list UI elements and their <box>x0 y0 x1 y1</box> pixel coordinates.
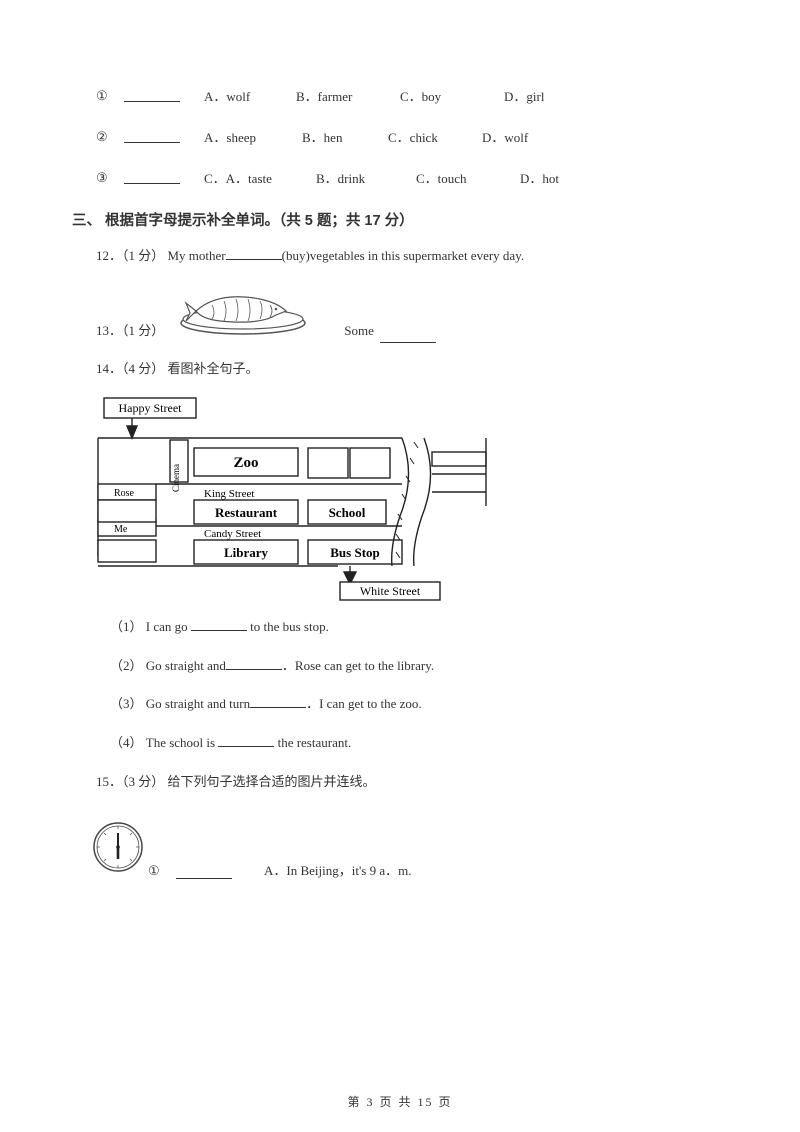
mc-option[interactable]: B．drink <box>316 168 416 187</box>
q14-sub-text-b: the restaurant. <box>274 735 351 750</box>
q14-sub-1: （1） I can go to the bus stop. <box>110 615 728 640</box>
q12-suffix: (buy)vegetables in this supermarket ever… <box>282 248 524 263</box>
mc-option[interactable]: A．sheep <box>204 127 302 146</box>
mc-option[interactable]: C．boy <box>400 86 504 105</box>
svg-text:Happy Street: Happy Street <box>119 401 183 415</box>
mc-option[interactable]: A．wolf <box>204 86 296 105</box>
q14-sub-blank[interactable] <box>226 657 282 670</box>
mc-option[interactable]: D．hot <box>520 168 600 187</box>
svg-text:White Street: White Street <box>360 584 421 598</box>
mc-option[interactable]: D．girl <box>504 86 584 105</box>
svg-text:Restaurant: Restaurant <box>215 505 278 520</box>
mc-option[interactable]: C．chick <box>388 127 482 146</box>
fish-plate-icon <box>168 283 318 344</box>
mc-blank[interactable] <box>124 130 180 143</box>
mc-blank[interactable] <box>124 171 180 184</box>
mc-option[interactable]: B．hen <box>302 127 388 146</box>
svg-text:Me: Me <box>114 524 128 535</box>
clock-icon <box>90 819 146 879</box>
q13: 13．（1 分） Some <box>96 283 728 344</box>
q13-prefix: 13．（1 分） <box>96 319 164 344</box>
svg-text:School: School <box>329 505 366 520</box>
mc-num: ① <box>96 88 124 104</box>
q14-sub-blank[interactable] <box>250 695 306 708</box>
q15-item-1-num: ① <box>148 863 176 879</box>
svg-text:Cinema: Cinema <box>171 464 181 492</box>
q13-mid: Some <box>344 319 374 344</box>
mc-option[interactable]: B．farmer <box>296 86 400 105</box>
q14-sub-2: （2） Go straight and ．Rose can get to the … <box>110 654 728 679</box>
q13-blank[interactable] <box>380 330 436 343</box>
mc-row-1: ① A．wolfB．farmerC．boyD．girl <box>96 86 728 105</box>
q14-title: 14．（4 分） 看图补全句子。 <box>96 357 728 382</box>
mc-row-3: ③ C．A．tasteB．drinkC．touchD．hot <box>96 168 728 187</box>
q14-sub-text-b: ．I can get to the zoo. <box>306 696 422 711</box>
mc-option[interactable]: D．wolf <box>482 127 562 146</box>
mc-blank[interactable] <box>124 89 180 102</box>
q14-sub-text-a: （4） The school is <box>110 735 218 750</box>
svg-text:Library: Library <box>224 545 269 560</box>
q14-sub-3: （3） Go straight and turn ．I can get to th… <box>110 692 728 717</box>
mc-row-2: ② A．sheepB．henC．chickD．wolf <box>96 127 728 146</box>
q12-prefix: 12．（1 分） My mother <box>96 248 226 263</box>
q15-item-1-opt: A．In Beijing，it's 9 a．m. <box>264 860 412 879</box>
svg-text:Zoo: Zoo <box>233 455 258 471</box>
q12-blank[interactable] <box>226 247 282 260</box>
section-3-header: 三、 根据首字母提示补全单词。（共 5 题；共 17 分） <box>72 209 728 230</box>
svg-text:King Street: King Street <box>204 488 254 500</box>
q15-item-1-blank[interactable] <box>176 866 232 879</box>
mc-num: ② <box>96 129 124 145</box>
q14-sub-text-b: to the bus stop. <box>247 619 329 634</box>
mc-option[interactable]: C．A．taste <box>204 168 316 187</box>
q14-sub-text-a: （2） Go straight and <box>110 658 226 673</box>
q14-sub-text-a: （3） Go straight and turn <box>110 696 250 711</box>
q14-sub-text-b: ．Rose can get to the library. <box>282 658 434 673</box>
mc-option[interactable]: C．touch <box>416 168 520 187</box>
q14-sub-blank[interactable] <box>218 734 274 747</box>
page-footer: 第 3 页 共 15 页 <box>0 1093 800 1110</box>
q14-sub-4: （4） The school is the restaurant. <box>110 731 728 756</box>
q12: 12．（1 分） My mother (buy)vegetables in thi… <box>96 244 728 269</box>
street-map: Happy Street Zoo Cinema Rose King Street… <box>92 396 728 601</box>
q14-sub-text-a: （1） I can go <box>110 619 191 634</box>
svg-text:Bus Stop: Bus Stop <box>330 545 380 560</box>
q15-title: 15．（3 分） 给下列句子选择合适的图片并连线。 <box>96 770 728 795</box>
mc-num: ③ <box>96 170 124 186</box>
q14-sub-blank[interactable] <box>191 618 247 631</box>
svg-text:Rose: Rose <box>114 488 135 499</box>
svg-text:Candy Street: Candy Street <box>204 528 261 540</box>
